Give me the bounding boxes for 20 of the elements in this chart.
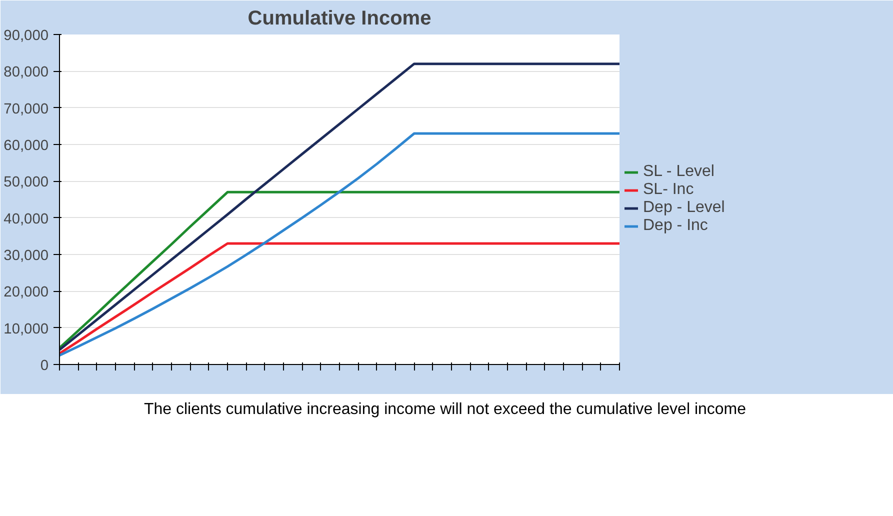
line-series (60, 132, 620, 357)
line-series (60, 190, 620, 350)
line-series (60, 62, 620, 352)
legend-label: Dep - Inc (643, 217, 709, 235)
y-tick-label: 70,000 (4, 101, 48, 118)
y-tick-label: 20,000 (4, 284, 48, 301)
y-tick-label: 80,000 (4, 64, 48, 81)
y-tick-label: 0 (40, 358, 49, 374)
y-tick-label: 40,000 (4, 211, 48, 228)
y-tick-label: 90,000 (4, 28, 48, 44)
line-series (60, 242, 620, 355)
text: The clients cumulative increasing income will not exceed the cumulative level income (144, 400, 746, 420)
legend-label: SL - Level (643, 163, 716, 181)
y-tick-label: 60,000 (4, 138, 48, 154)
y-tick-label: 50,000 (4, 174, 48, 191)
y-tick-label: 30,000 (4, 248, 48, 264)
legend-label: SL- Inc (643, 181, 695, 199)
chart-title: Cumulative Income (248, 8, 432, 30)
y-tick-label: 10,000 (4, 321, 48, 338)
legend-label: Dep - Level (643, 199, 726, 217)
